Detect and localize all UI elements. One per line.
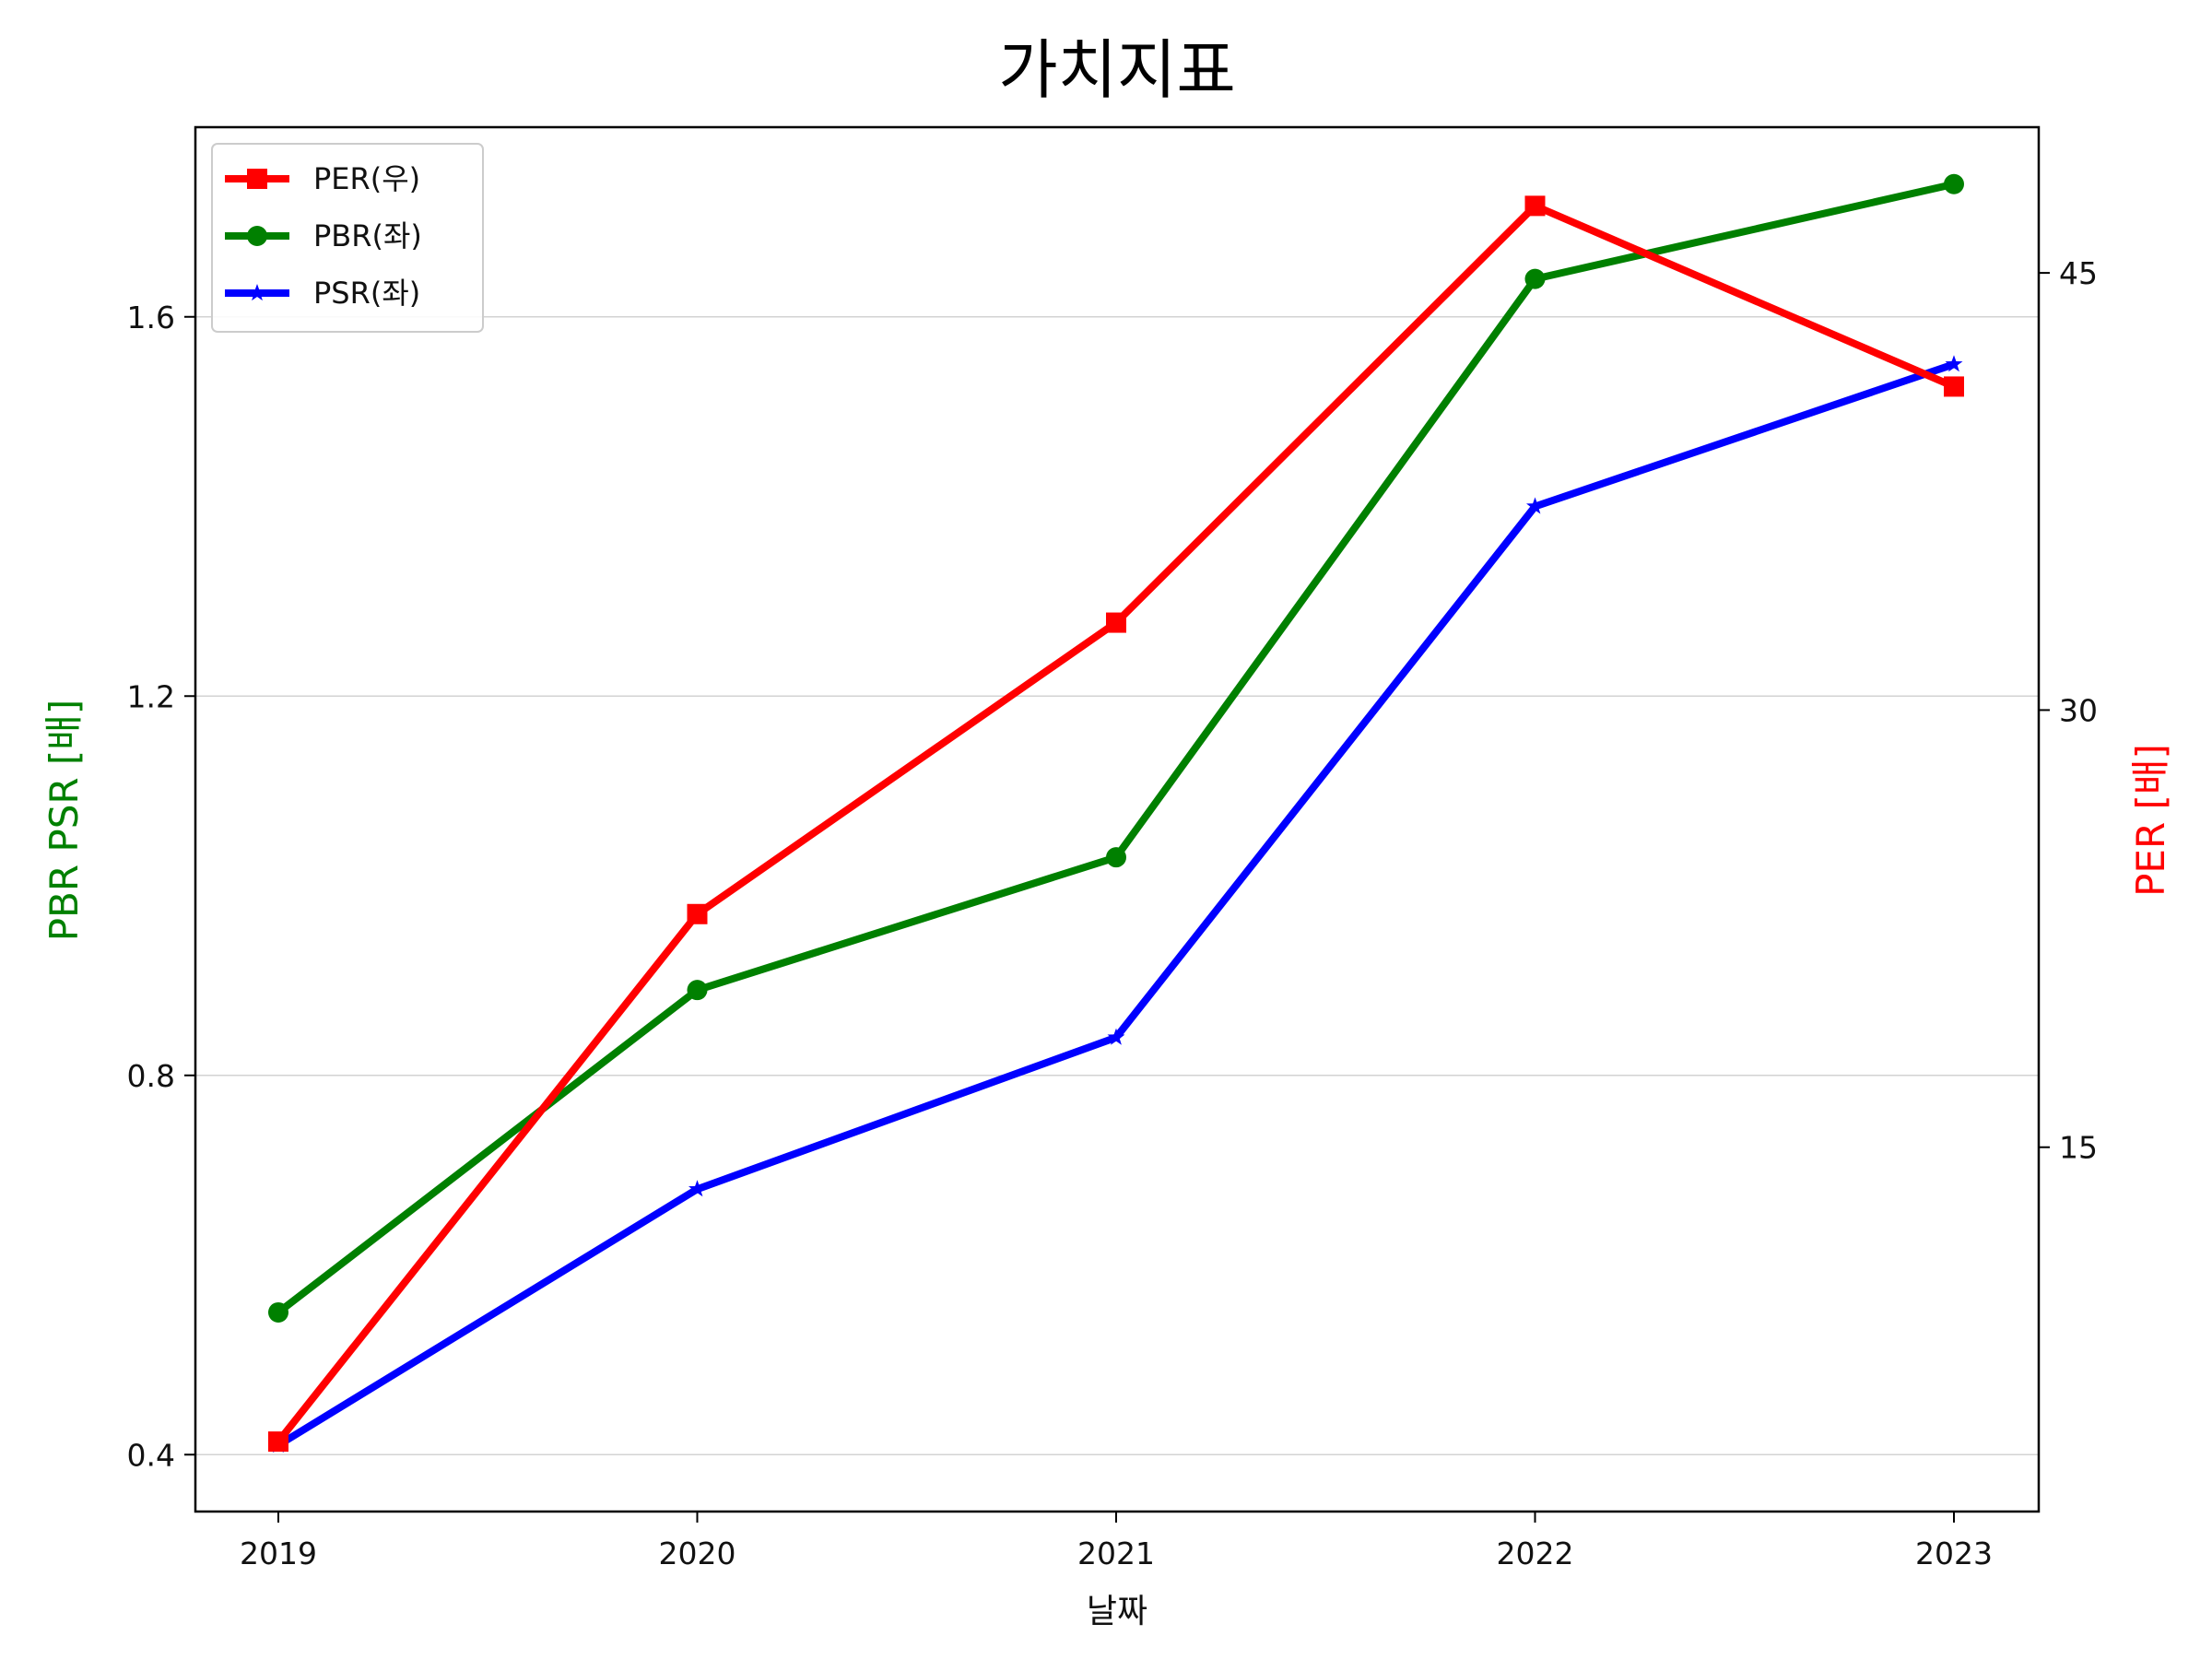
left-y-tick-label: 0.8 bbox=[127, 1058, 175, 1094]
left-y-tick-label: 0.4 bbox=[127, 1437, 175, 1473]
legend-label: PSR(좌) bbox=[313, 276, 420, 311]
x-tick-label: 2020 bbox=[659, 1535, 736, 1571]
left-y-tick-label: 1.6 bbox=[127, 300, 175, 335]
data-point bbox=[1107, 1028, 1125, 1045]
x-axis-label: 날짜 bbox=[1087, 1593, 1147, 1630]
data-point bbox=[1526, 497, 1544, 514]
left-y-axis-label: PBR PSR [배] bbox=[41, 700, 87, 942]
data-point bbox=[1944, 376, 1964, 397]
data-point bbox=[687, 903, 708, 924]
x-tick-label: 2023 bbox=[1915, 1535, 1993, 1571]
right-y-tick-label: 45 bbox=[2059, 255, 2098, 291]
series-layer bbox=[268, 173, 1964, 1453]
legend-label: PBR(좌) bbox=[313, 218, 422, 253]
data-point bbox=[248, 284, 266, 301]
legend-entry: PSR(좌) bbox=[225, 276, 420, 311]
x-tick-label: 2019 bbox=[240, 1535, 317, 1571]
data-point bbox=[688, 1180, 706, 1197]
data-point bbox=[1106, 612, 1126, 633]
data-point bbox=[268, 1301, 288, 1323]
series-square bbox=[268, 195, 1964, 1453]
left-y-tick-label: 1.2 bbox=[127, 678, 175, 714]
x-tick-label: 2021 bbox=[1077, 1535, 1155, 1571]
x-tick-label: 2022 bbox=[1497, 1535, 1574, 1571]
data-point bbox=[1106, 847, 1126, 868]
data-point bbox=[1524, 268, 1546, 289]
axes-layer: 2019 2020 2021 2022 2023 0.4 0.8 1.2 1.6 15 30 45 bbox=[127, 125, 2098, 1571]
data-point bbox=[1944, 173, 1964, 194]
data-point bbox=[1945, 355, 1963, 372]
data-point bbox=[247, 169, 267, 189]
data-point bbox=[1524, 195, 1546, 217]
chart-title: 가치지표 bbox=[998, 32, 1236, 108]
right-y-axis-label: PER [배] bbox=[2128, 744, 2173, 897]
gridlines bbox=[195, 316, 2039, 1456]
legend-box bbox=[211, 143, 484, 333]
data-point bbox=[247, 226, 267, 246]
series-circle bbox=[268, 173, 1964, 1323]
legend: PER(우) PBR(좌) PSR(좌) bbox=[211, 143, 484, 333]
data-point bbox=[687, 980, 708, 1001]
right-y-tick-label: 30 bbox=[2059, 692, 2098, 728]
legend-entry: PBR(좌) bbox=[225, 218, 422, 253]
legend-entry: PER(우) bbox=[225, 161, 420, 196]
legend-label: PER(우) bbox=[313, 161, 420, 196]
right-y-tick-label: 15 bbox=[2059, 1130, 2098, 1166]
data-point bbox=[268, 1431, 288, 1453]
